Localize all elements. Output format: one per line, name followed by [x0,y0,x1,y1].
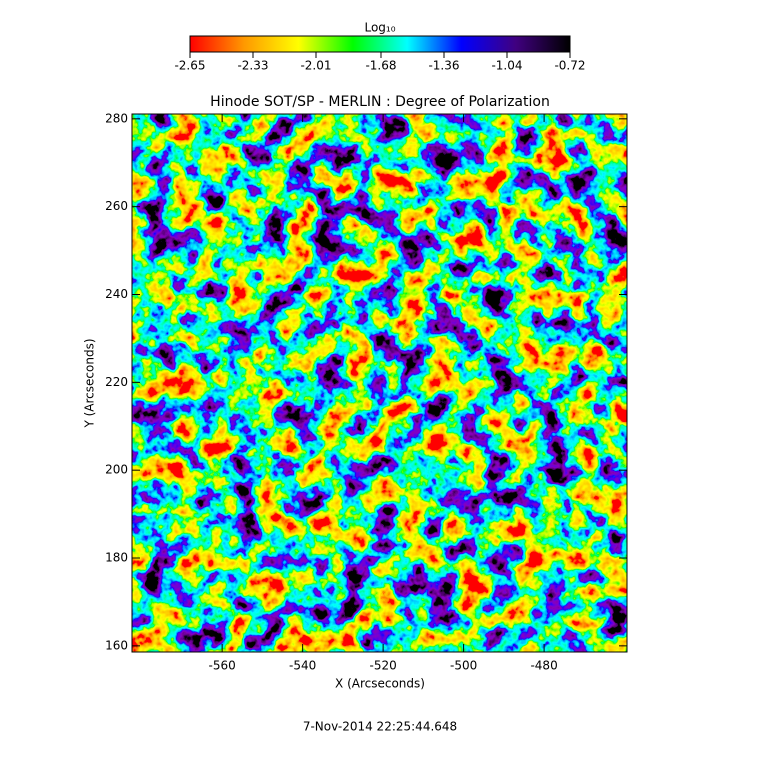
x-tick-label: -540 [289,659,316,673]
colorbar-tick-label: -2.65 [174,59,205,73]
x-axis-label: X (Arcseconds) [335,677,425,691]
colorbar-tick-label: -1.68 [365,59,396,73]
y-tick-label: 180 [105,551,128,565]
y-axis-label: Y (Arcseconds) [83,338,97,428]
x-tick-label: -560 [209,659,236,673]
y-tick-label: 200 [105,463,128,477]
colorbar-tick-label: -0.72 [554,59,585,73]
y-tick-label: 240 [105,287,128,301]
timestamp: 7-Nov-2014 22:25:44.648 [303,720,457,734]
colorbar [189,35,571,53]
colorbar-tick-label: -2.33 [237,59,268,73]
x-tick-label: -480 [530,659,557,673]
chart-title: Hinode SOT/SP - MERLIN : Degree of Polar… [210,94,550,110]
x-tick-label: -520 [370,659,397,673]
colorbar-tick-label: -2.01 [300,59,331,73]
colorbar-label: Log₁₀ [364,21,395,35]
y-tick-label: 260 [105,199,128,213]
plot-frame [131,113,628,653]
y-tick-label: 220 [105,375,128,389]
y-tick-label: 160 [105,638,128,652]
y-tick-label: 280 [105,111,128,125]
polarization-map [132,114,627,652]
x-tick-label: -500 [450,659,477,673]
colorbar-tick-label: -1.36 [428,59,459,73]
colorbar-tick-label: -1.04 [491,59,522,73]
